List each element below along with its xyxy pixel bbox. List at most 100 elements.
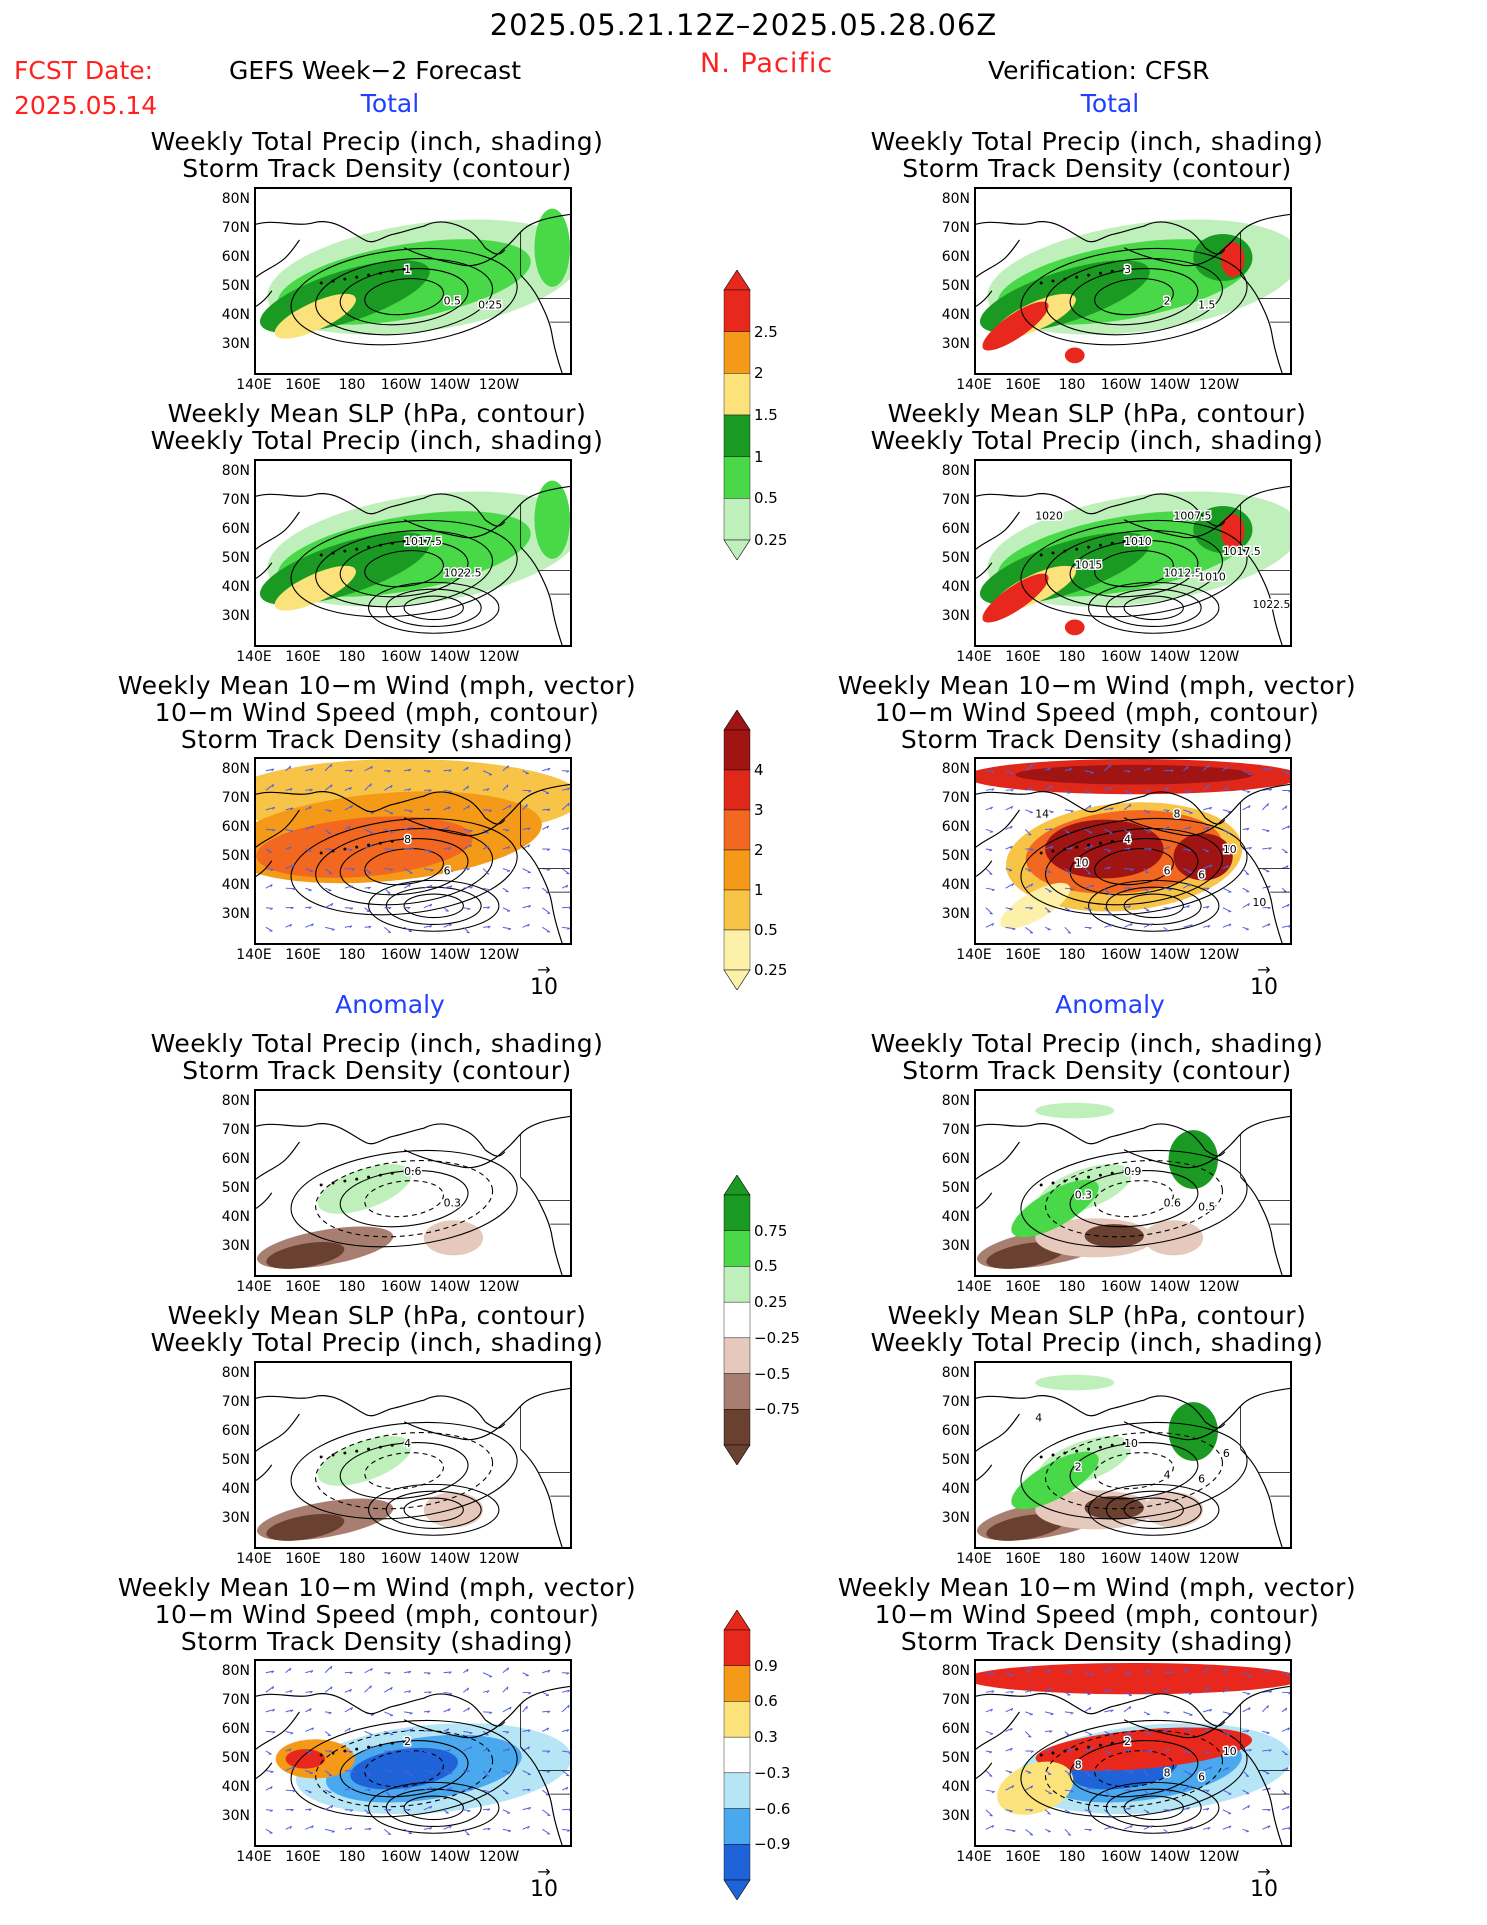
colorbar-label: −0.75	[754, 1400, 800, 1419]
latitude-label: 80N	[221, 191, 250, 207]
contour-label: 0.3	[1075, 1189, 1092, 1202]
date-range: 2025.05.21.12Z–2025.05.28.06Z	[489, 8, 998, 42]
shading-region	[1064, 347, 1085, 364]
latitude-label: 30N	[221, 608, 250, 624]
panel-title-R3: Weekly Mean 10−m Wind (mph, vector) 10−m …	[787, 672, 1407, 753]
latitude-label: 40N	[221, 1779, 250, 1795]
colorbar-label: −0.9	[754, 1835, 791, 1854]
shading-region	[256, 816, 473, 878]
latitude-label: 70N	[941, 1692, 970, 1708]
shading-region	[274, 565, 356, 611]
contour-line	[315, 828, 494, 906]
latitude-label: 30N	[221, 1238, 250, 1254]
colorbar-swatch	[723, 1629, 751, 1666]
coastline	[256, 783, 570, 943]
contour-line	[1069, 1442, 1199, 1500]
contour-line	[1069, 540, 1199, 598]
vector-reference: → 10	[524, 1864, 564, 1903]
colorbar-label: 0.5	[754, 489, 778, 508]
longitude-label: 160W	[380, 1551, 422, 1567]
colorbar-swatch	[723, 414, 751, 457]
colorbar-label: 0.5	[754, 921, 778, 939]
contour-line	[364, 278, 444, 316]
shading-region	[986, 1514, 1065, 1541]
colorbar-swatch	[723, 1808, 751, 1845]
latitude-label: 60N	[221, 521, 250, 537]
coastline	[256, 485, 570, 645]
contour-label: 8	[1075, 1759, 1082, 1772]
contour-label: 1020	[1035, 510, 1063, 523]
colorbar-label: −0.3	[754, 1763, 791, 1782]
shading-region	[534, 208, 570, 287]
latitude-label: 50N	[221, 550, 250, 566]
latitude-label: 60N	[221, 1151, 250, 1167]
panel-title-L6: Weekly Mean 10−m Wind (mph, vector) 10−m …	[67, 1574, 687, 1655]
shading-region	[1220, 513, 1245, 550]
shading-region	[982, 573, 1049, 623]
latitude-label: 60N	[941, 1151, 970, 1167]
shading-region	[1000, 882, 1071, 929]
contour-line	[1123, 1497, 1184, 1523]
longitude-label: 160E	[285, 1551, 321, 1567]
coastline	[256, 1115, 570, 1275]
contour-label: 0.5	[444, 295, 461, 308]
contour-line	[290, 1719, 518, 1818]
panel-title-L5: Weekly Mean SLP (hPa, contour) Weekly Tot…	[67, 1302, 687, 1356]
contour-label: 1	[404, 263, 411, 276]
colorbar-cap	[723, 709, 751, 731]
longitude-label: 160W	[1100, 377, 1142, 393]
coastline	[256, 213, 570, 373]
longitude-label: 180	[338, 1551, 366, 1567]
panel-title-R2: Weekly Mean SLP (hPa, contour) Weekly Tot…	[787, 400, 1407, 454]
contour-label: 0.5	[1198, 1200, 1215, 1213]
panel-title-line: Weekly Mean SLP (hPa, contour)	[167, 1301, 587, 1330]
longitude-label: 160W	[380, 1849, 422, 1865]
longitude-label: 160W	[380, 649, 422, 665]
latitude-label: 80N	[941, 1093, 970, 1109]
colorbar-label: 0.25	[754, 1293, 788, 1312]
reference-value: 10	[1250, 1877, 1278, 1902]
latitude-label: 70N	[941, 492, 970, 508]
colorbar-cap	[723, 969, 751, 991]
longitude-label: 180	[338, 1279, 366, 1295]
panel-title-line: Weekly Mean 10−m Wind (mph, vector)	[837, 1573, 1357, 1602]
contour-label: 8	[1173, 808, 1180, 821]
contour-line	[339, 268, 469, 326]
contour-line	[315, 1160, 494, 1238]
longitude-label: 160E	[1005, 947, 1041, 963]
contour-line	[1044, 258, 1223, 336]
colorbar-swatch	[723, 1301, 751, 1339]
longitude-label: 140W	[429, 947, 471, 963]
map-canvas: 1 0.5 0.25	[256, 189, 570, 373]
latitude-label: 60N	[941, 1423, 970, 1439]
panel-title-line: 10−m Wind Speed (mph, contour)	[874, 698, 1320, 727]
contour-label: 2	[1075, 1461, 1082, 1474]
longitude-label: 140E	[956, 377, 992, 393]
reference-value: 10	[1250, 975, 1278, 1000]
shading-region	[1143, 1492, 1204, 1528]
contour-label: 0.6	[404, 1165, 421, 1178]
contour-label: 1010	[1124, 535, 1152, 548]
section-total-right: Total	[1080, 89, 1140, 118]
latitude-label: 40N	[941, 579, 970, 595]
longitude-label: 140W	[1149, 1551, 1191, 1567]
latitude-label: 40N	[221, 307, 250, 323]
longitude-label: 140E	[236, 947, 272, 963]
contour-line	[385, 886, 482, 925]
contour-label: 0.3	[444, 1197, 461, 1210]
shading-region	[266, 1242, 345, 1269]
coastline	[976, 213, 1290, 373]
colorbar-swatch	[723, 289, 751, 332]
colorbar-label: 2	[754, 364, 764, 383]
colorbar-swatch	[723, 1373, 751, 1410]
shading-region	[1220, 241, 1245, 278]
colorbar-swatch	[723, 456, 751, 499]
colorbar-cap	[723, 1174, 751, 1196]
colorbar-label: 0.5	[754, 1257, 778, 1276]
shading-region	[534, 480, 570, 559]
wind-vectors	[985, 764, 1290, 934]
latitude-label: 30N	[221, 906, 250, 922]
shading-region	[285, 1749, 326, 1769]
longitude-label: 160E	[285, 377, 321, 393]
panel-title-line: Storm Track Density (contour)	[902, 154, 1292, 183]
